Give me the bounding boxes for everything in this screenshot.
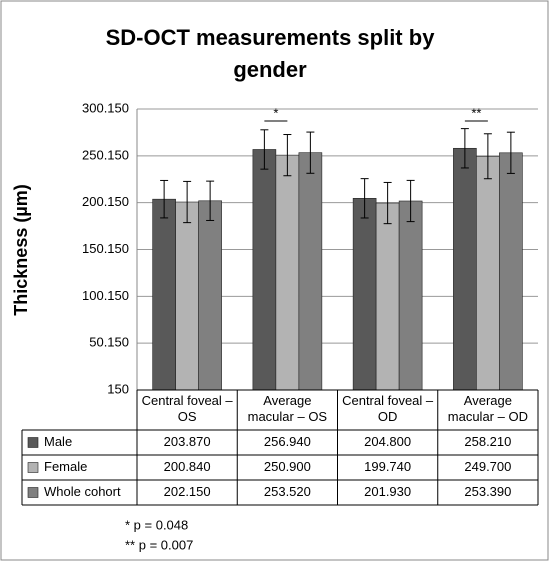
bar (453, 147, 477, 391)
category-cell: Central foveal – OS (141, 393, 233, 424)
category-cell: Central foveal – OD (342, 393, 434, 424)
y-tick-label: 250.150 (82, 147, 129, 162)
bar (175, 201, 199, 391)
annotation: ** (471, 105, 481, 120)
table-value: 253.390 (464, 484, 511, 499)
table-value: 250.900 (264, 459, 311, 474)
table-value: 200.840 (164, 459, 211, 474)
legend-swatch (27, 487, 39, 498)
bar (152, 198, 176, 391)
footnote: ** p = 0.007 (125, 537, 193, 552)
error-bar (360, 178, 369, 219)
y-tick-label: 150 (107, 381, 129, 396)
y-tick-label: 150.150 (82, 241, 129, 256)
table-value: 203.870 (164, 434, 211, 449)
error-bar (260, 129, 269, 170)
table-value: 258.210 (464, 434, 511, 449)
y-tick-label: 50.150 (89, 335, 129, 350)
table-value: 256.940 (264, 434, 311, 449)
bar (476, 155, 500, 391)
x-tick-label: Average macular – OD (447, 393, 528, 424)
category-cell: Average macular – OD (447, 393, 528, 424)
table-value: 253.520 (264, 484, 311, 499)
y-tick-label: 100.150 (82, 288, 129, 303)
bar (252, 149, 277, 391)
table-value: 201.930 (364, 484, 411, 499)
y-tick-label: 200.150 (82, 194, 129, 209)
error-bar (183, 180, 192, 224)
error-bar (283, 134, 292, 177)
error-bar (460, 128, 469, 169)
x-tick-label: Central foveal – OS (141, 393, 233, 424)
error-bar (160, 179, 169, 219)
chart-title: SD-OCT measurements split by gender (105, 25, 435, 82)
title-box: SD-OCT measurements split by gender (105, 25, 435, 82)
bar (375, 202, 400, 391)
error-bar (383, 181, 392, 225)
table-value: 204.800 (364, 434, 411, 449)
legend-label: Male (44, 434, 72, 449)
error-bar (506, 131, 515, 174)
bar (398, 200, 423, 391)
bar (352, 198, 377, 391)
footnote: * p = 0.048 (125, 517, 188, 532)
bar (275, 154, 300, 391)
legend-label: Whole cohort (44, 484, 121, 499)
legend-swatch (27, 437, 39, 448)
y-axis-label: Thickness (µm) (11, 184, 31, 315)
error-bar (206, 180, 215, 221)
table-value: 199.740 (364, 459, 411, 474)
legend-swatch (27, 462, 39, 473)
x-tick-label: Average macular – OS (247, 393, 328, 424)
bar (499, 152, 523, 391)
table-value: 202.150 (164, 484, 211, 499)
table-value: 249.700 (464, 459, 511, 474)
annotation: * (273, 105, 278, 120)
bar (298, 152, 323, 391)
x-tick-label: Central foveal – OD (342, 393, 434, 424)
legend-label: Female (44, 459, 87, 474)
category-cell: Average macular – OS (247, 393, 328, 424)
error-bar (406, 179, 415, 223)
error-bar (483, 133, 492, 180)
error-bar (306, 131, 315, 174)
y-tick-label: 300.150 (82, 100, 129, 115)
bar (198, 200, 222, 391)
